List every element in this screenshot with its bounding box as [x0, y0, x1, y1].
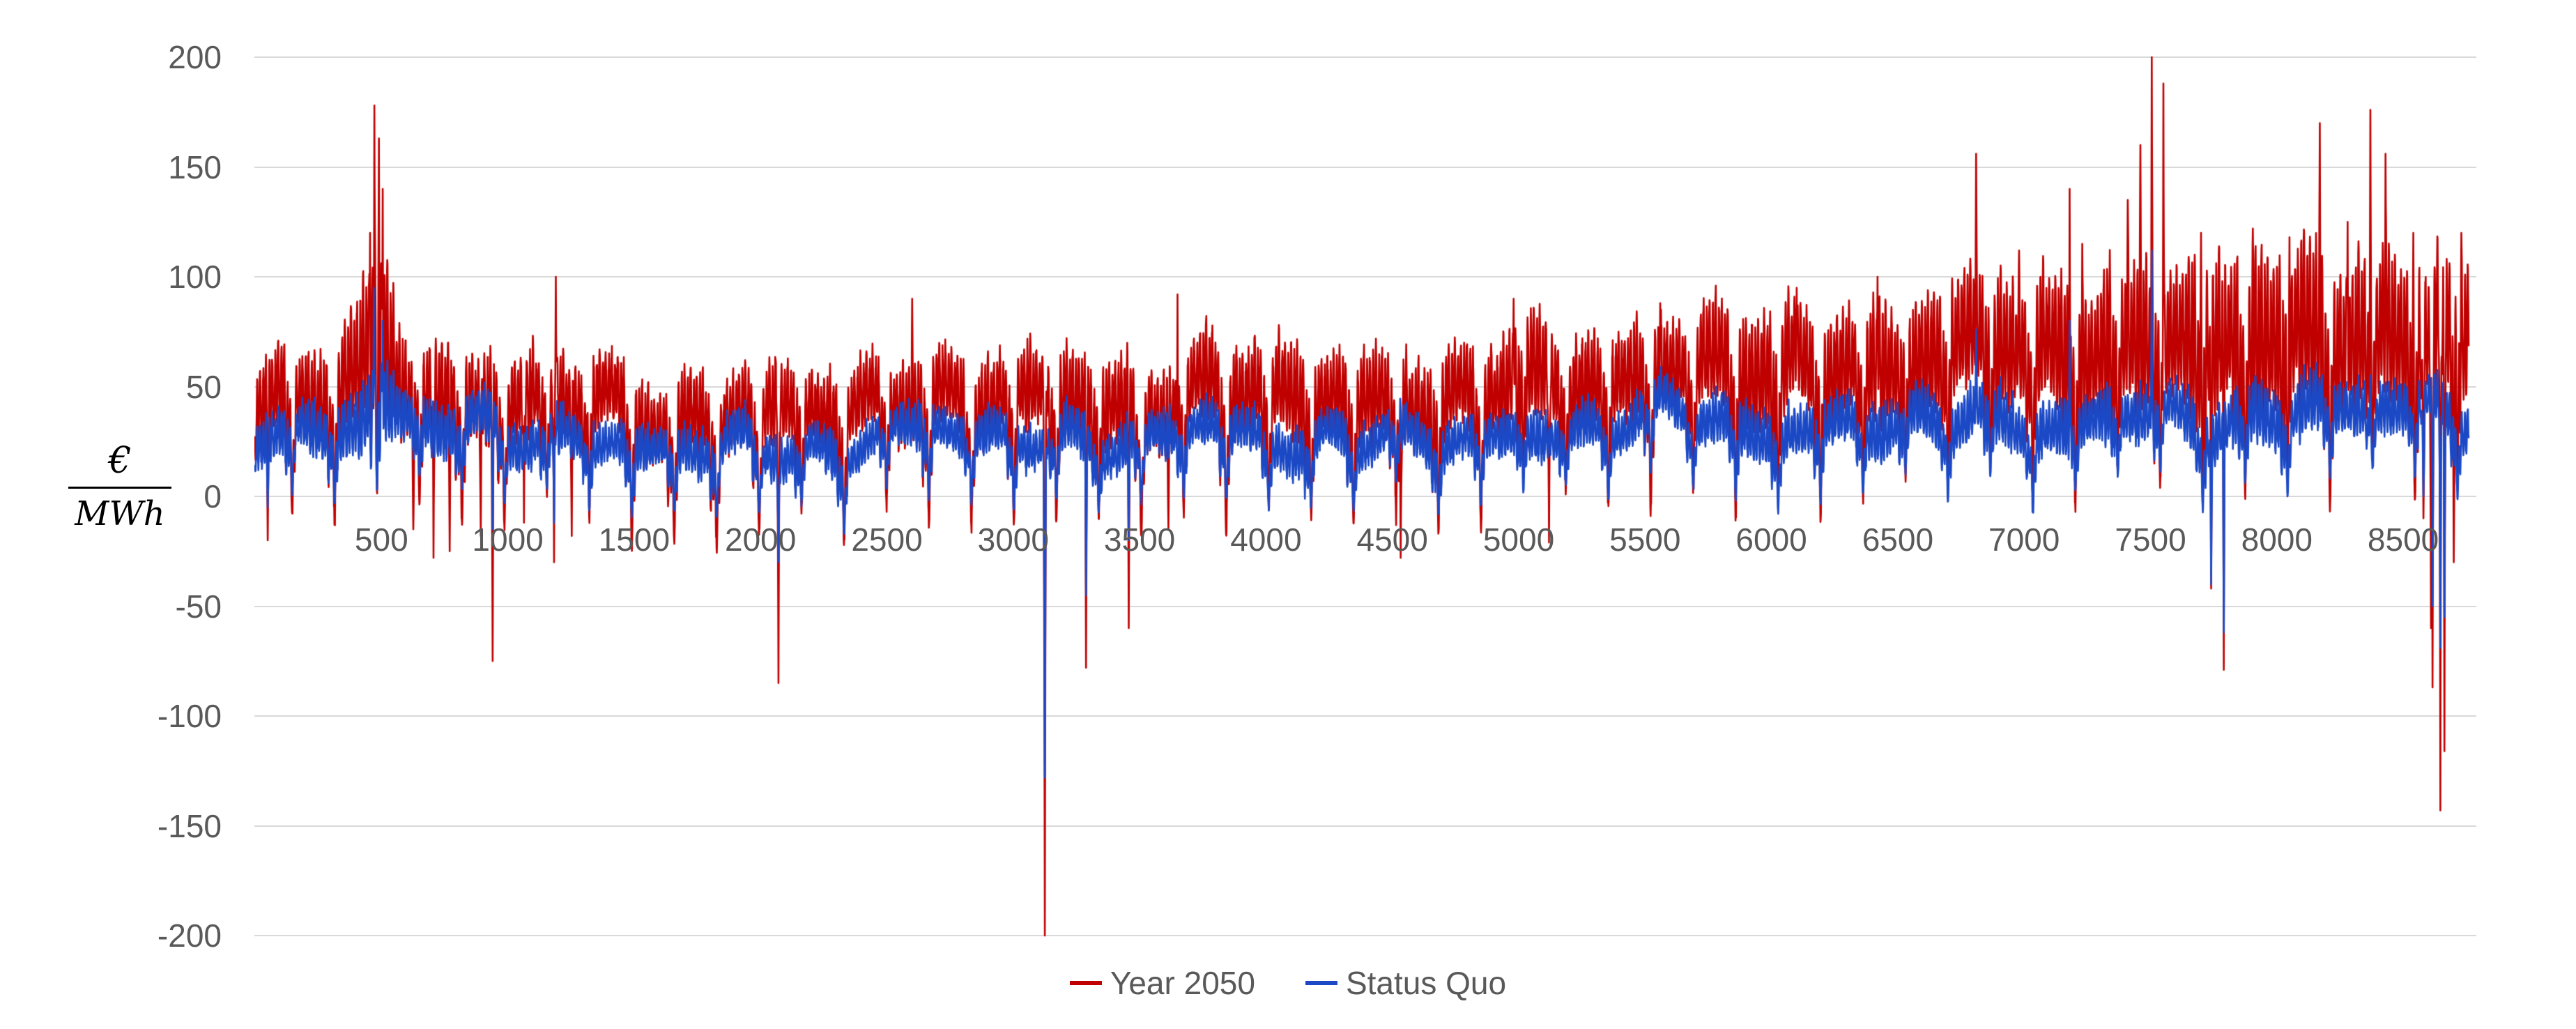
x-tick-label-1000: 1000 [472, 521, 544, 558]
legend-item-year-2050[interactable]: Year 2050 [1069, 963, 1255, 1003]
legend-dash-status-quo [1305, 981, 1337, 985]
y-axis-unit-denominator: MWh [75, 494, 165, 533]
x-tick-label-7000: 7000 [1988, 521, 2060, 558]
x-tick-label-2500: 2500 [851, 521, 923, 558]
x-tick-label-4000: 4000 [1230, 521, 1302, 558]
y-tick-label--50: -50 [175, 588, 222, 625]
y-axis-unit-numerator: € [108, 440, 132, 482]
y-tick-label-0: 0 [204, 478, 222, 514]
x-tick-label-500: 500 [354, 521, 408, 558]
legend-label-status-quo: Status Quo [1345, 965, 1507, 1001]
x-tick-label-3500: 3500 [1103, 521, 1176, 558]
x-tick-label-4500: 4500 [1356, 521, 1428, 558]
legend: Year 2050 Status Quo [0, 963, 2576, 1003]
x-tick-label-8000: 8000 [2241, 521, 2313, 558]
x-tick-label-3000: 3000 [977, 521, 1049, 558]
x-tick-label-5000: 5000 [1482, 521, 1555, 558]
y-tick-label--200: -200 [157, 917, 222, 954]
x-tick-label-6000: 6000 [1735, 521, 1807, 558]
x-tick-label-8500: 8500 [2367, 521, 2439, 558]
plot-area-canvas[interactable] [254, 42, 2478, 948]
legend-item-status-quo[interactable]: Status Quo [1305, 963, 1506, 1003]
x-tick-label-1500: 1500 [598, 521, 670, 558]
y-tick-label--100: -100 [157, 698, 222, 734]
y-tick-label--150: -150 [157, 807, 222, 844]
fraction-bar [68, 487, 171, 489]
x-tick-label-5500: 5500 [1609, 521, 1681, 558]
legend-dash-year-2050 [1069, 981, 1102, 985]
x-tick-label-6500: 6500 [1862, 521, 1934, 558]
y-tick-label-50: 50 [185, 368, 222, 405]
y-axis-unit-label: € MWh [66, 439, 174, 535]
y-tick-label-200: 200 [168, 39, 222, 75]
legend-label-year-2050: Year 2050 [1110, 965, 1255, 1001]
x-tick-label-7500: 7500 [2115, 521, 2186, 558]
x-tick-label-2000: 2000 [725, 521, 797, 558]
y-tick-label-100: 100 [168, 259, 222, 295]
y-tick-label-150: 150 [168, 148, 222, 185]
